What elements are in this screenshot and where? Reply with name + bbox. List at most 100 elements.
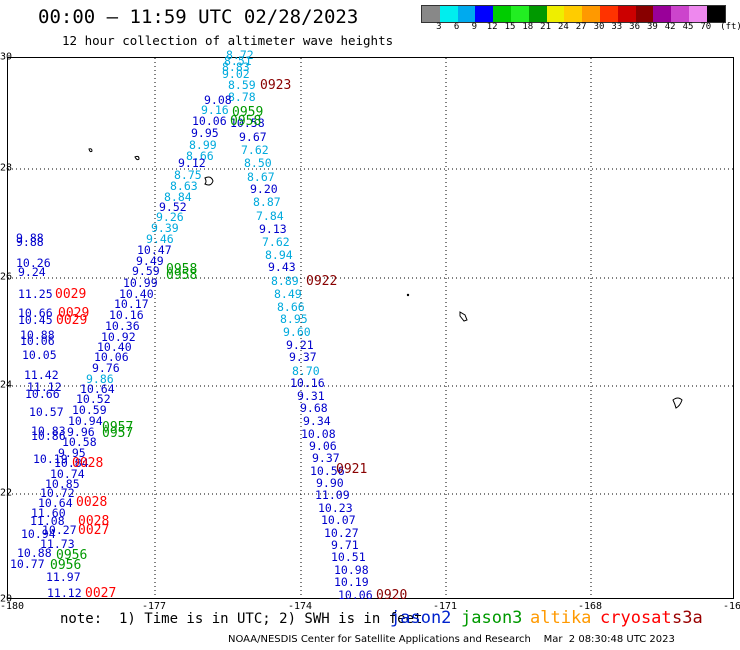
wave-height-reading: 10.99 xyxy=(123,276,158,290)
wave-height-reading: 9.39 xyxy=(151,221,179,235)
wave-height-reading: 8.84 xyxy=(164,190,192,204)
pass-time-label: 0028 xyxy=(76,495,108,510)
wave-height-reading: 10.47 xyxy=(137,243,172,257)
wave-height-reading: 8.51 xyxy=(224,54,252,68)
wave-height-reading: 8.78 xyxy=(228,90,256,104)
wave-height-reading: 9.31 xyxy=(297,389,325,403)
color-swatch xyxy=(439,6,458,22)
wave-height-reading: 9.95 xyxy=(191,126,219,140)
pass-time-label: 0923 xyxy=(260,78,292,93)
wave-height-reading: 11.42 xyxy=(24,368,59,382)
island-outline xyxy=(88,148,93,153)
color-swatch xyxy=(564,6,583,22)
wave-height-reading: 9.08 xyxy=(204,93,232,107)
wave-height-reading: 9.06 xyxy=(309,439,337,453)
longitude-label: -174 xyxy=(287,601,313,612)
wave-height-reading: 10.40 xyxy=(97,340,132,354)
color-scale-label: 18 xyxy=(522,22,534,32)
wave-height-reading: 8.70 xyxy=(292,364,320,378)
color-scale-bar xyxy=(421,5,726,23)
color-swatch xyxy=(528,6,547,22)
latitude-label: 28 xyxy=(0,162,13,174)
wave-height-reading: 9.67 xyxy=(239,130,267,144)
wave-height-reading: 10.98 xyxy=(334,563,369,577)
wave-height-reading: 8.94 xyxy=(265,248,293,262)
wave-height-reading: 10.27 xyxy=(42,523,77,537)
color-scale-label: 27 xyxy=(575,22,587,32)
color-swatch xyxy=(599,6,618,22)
color-scale-label: 24 xyxy=(557,22,569,32)
wave-height-reading: 8.63 xyxy=(170,179,198,193)
color-scale-label: 6 xyxy=(453,22,460,32)
wave-height-reading: 10.88 xyxy=(17,546,52,560)
legend-jason2: jason2 xyxy=(390,608,452,628)
color-swatch xyxy=(493,6,511,22)
wave-height-reading: 9.34 xyxy=(303,414,331,428)
island-outline xyxy=(134,155,140,161)
pass-time-label: 0027 xyxy=(85,586,117,601)
color-swatch xyxy=(706,6,725,22)
legend-altika: altika xyxy=(530,608,592,628)
wave-height-reading: 11.09 xyxy=(315,488,350,502)
pass-time-label: 0027 xyxy=(78,523,110,538)
wave-height-reading: 10.94 xyxy=(68,414,103,428)
wave-height-reading: 11.60 xyxy=(31,506,66,520)
wave-height-reading: 8.83 xyxy=(222,60,250,74)
wave-height-reading: 11.08 xyxy=(30,514,65,528)
wave-height-reading: 11.25 xyxy=(18,287,53,301)
pass-time-label: 0956 xyxy=(50,558,82,573)
color-swatch xyxy=(510,6,529,22)
wave-height-reading: 10.64 xyxy=(80,382,115,396)
color-scale-unit: (ft) xyxy=(720,22,740,32)
wave-height-reading: 7.62 xyxy=(262,235,290,249)
wave-height-reading: 10.36 xyxy=(105,319,140,333)
wave-height-reading: 10.08 xyxy=(301,427,336,441)
wave-height-reading: 10.92 xyxy=(101,330,136,344)
wave-height-reading: 8.72 xyxy=(226,48,254,62)
color-swatch xyxy=(635,6,654,22)
wave-height-reading: 10.07 xyxy=(321,513,356,527)
color-scale-label: 36 xyxy=(629,22,641,32)
wave-height-reading: 10.74 xyxy=(50,467,85,481)
latitude-label: 30 xyxy=(0,51,13,63)
color-scale-label: 30 xyxy=(593,22,605,32)
wave-height-reading: 10.16 xyxy=(290,376,325,390)
color-swatch xyxy=(671,6,689,22)
pass-time-label: 0028 xyxy=(72,456,104,471)
wave-height-reading: 9.13 xyxy=(259,222,287,236)
longitude-label: -177 xyxy=(141,601,167,612)
color-scale-label: 33 xyxy=(611,22,623,32)
color-swatch xyxy=(688,6,707,22)
wave-height-reading: 10.66 xyxy=(25,387,60,401)
wave-height-reading: 10.85 xyxy=(45,477,80,491)
wave-height-reading: 9.02 xyxy=(222,67,250,81)
wave-height-reading: 10.52 xyxy=(76,392,111,406)
color-swatch xyxy=(422,6,440,22)
longitude-label: -16 xyxy=(722,601,740,612)
wave-height-reading: 10.27 xyxy=(324,526,359,540)
wave-height-reading: 10.84 xyxy=(54,456,89,470)
longitude-label: -168 xyxy=(577,601,603,612)
wave-height-reading: 9.52 xyxy=(159,200,187,214)
wave-height-reading: 9.95 xyxy=(58,446,86,460)
pass-time-label: 0029 xyxy=(58,306,90,321)
island-outline xyxy=(204,176,214,186)
color-swatch xyxy=(582,6,600,22)
latitude-label: 20 xyxy=(0,593,13,605)
wave-height-reading: 7.84 xyxy=(256,209,284,223)
pass-time-label: 0958 xyxy=(230,114,262,129)
wave-height-reading: 11.12 xyxy=(47,586,82,600)
wave-height-reading: 10.88 xyxy=(20,328,55,342)
wave-height-reading: 8.66 xyxy=(277,300,305,314)
wave-height-reading: 9.86 xyxy=(86,372,114,386)
wave-height-reading: 9.76 xyxy=(92,361,120,375)
pass-time-label: 0920 xyxy=(376,588,408,603)
wave-height-reading: 9.60 xyxy=(283,325,311,339)
pass-time-label: 0957 xyxy=(102,420,134,435)
wave-height-reading: 9.37 xyxy=(312,451,340,465)
pass-time-label: 0958 xyxy=(166,268,198,283)
pass-time-label: 0028 xyxy=(78,514,110,529)
pass-time-label: 0958 xyxy=(166,262,198,277)
pass-time-label: 0029 xyxy=(56,313,88,328)
color-swatch xyxy=(475,6,494,22)
